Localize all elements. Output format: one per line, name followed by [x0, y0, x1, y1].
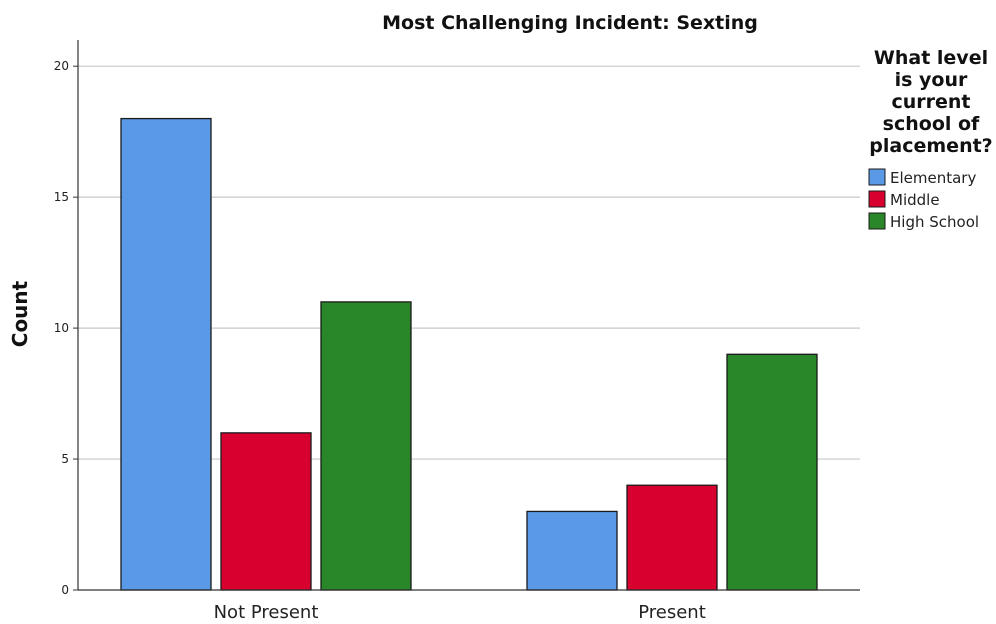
legend-swatch: [868, 212, 886, 230]
legend-item-label: High School: [890, 213, 979, 231]
axes-layer: 0 5 10 15 20 Not Present Present: [54, 40, 860, 623]
bar-elementary-present: [526, 510, 618, 591]
legend-title-line: placement?: [869, 135, 992, 157]
y-tick-label: 15: [54, 190, 69, 204]
x-category-label: Not Present: [214, 602, 319, 623]
y-tick-label: 0: [61, 583, 69, 597]
legend-item-label: Middle: [890, 191, 940, 209]
chart-title: Most Challenging Incident: Sexting: [382, 12, 758, 34]
bar-middle-not-present: [220, 432, 312, 591]
legend-title-line: is your: [895, 69, 968, 91]
bar-elementary-not-present: [120, 117, 212, 591]
legend-swatch: [868, 190, 886, 208]
legend-swatch: [868, 168, 886, 186]
y-tick-label: 5: [61, 452, 69, 466]
y-axis-label: Count: [8, 280, 32, 347]
legend-title-line: school of: [883, 113, 980, 135]
legend-title-line: What level: [874, 47, 988, 69]
legend-title-line: current: [891, 91, 970, 113]
bar-middle-present: [626, 484, 718, 591]
bars-layer: [120, 117, 818, 591]
legend-item-label: Elementary: [890, 169, 976, 187]
bar-high-school-not-present: [320, 301, 412, 591]
bar-high-school-present: [726, 353, 818, 591]
y-tick-label: 10: [54, 321, 69, 335]
y-tick-label: 20: [54, 59, 69, 73]
x-category-label: Present: [638, 602, 706, 623]
